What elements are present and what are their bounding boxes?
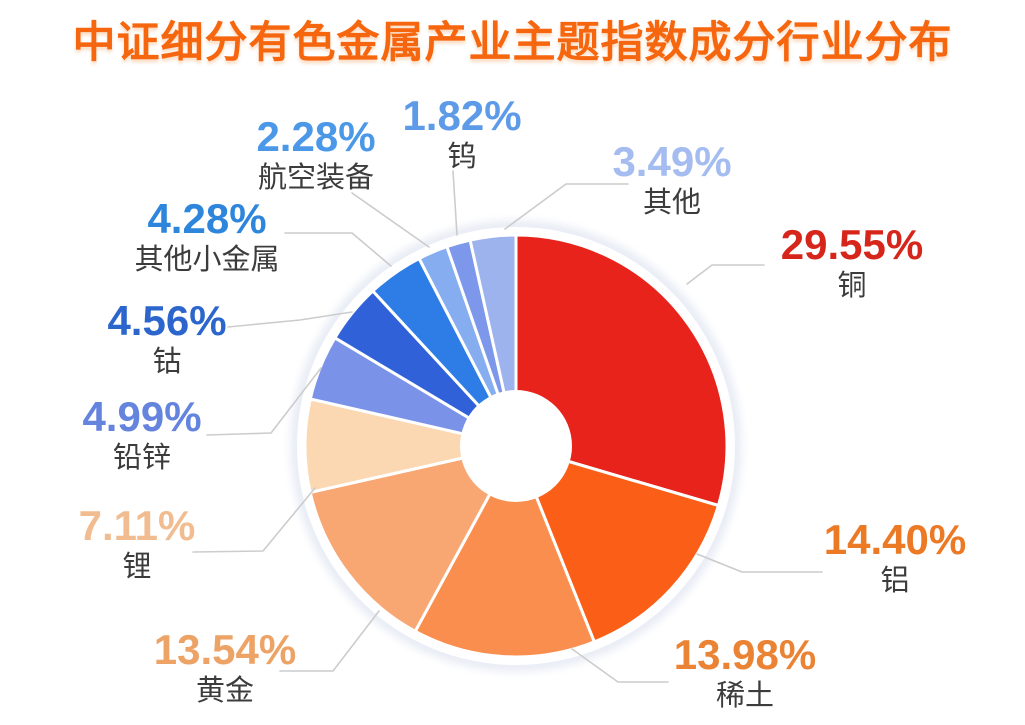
segment-label-lithium: 7.11% 锂 [79,505,196,584]
category-name: 钴 [152,346,182,378]
category-name: 其他小金属 [134,244,280,276]
category-name: 铜 [837,270,867,302]
percent-value: 13.98% [673,631,817,678]
percent-value: 4.28% [147,195,267,242]
callout-line-lead-zinc [206,367,322,436]
callout-line-tungsten [452,170,458,236]
segment-label-others: 3.49% 其他 [612,141,731,220]
category-name: 其他 [642,187,701,219]
callout-line-rare-earth [571,648,669,683]
page-title: 中证细分有色金属产业主题指数成分行业分布 [72,19,953,67]
percent-value: 13.54% [153,626,297,673]
pie-slice-3 [308,444,518,633]
pie-slice-1 [514,444,720,644]
category-name: 航空装备 [257,162,374,194]
segment-label-rare-earth: 13.98% 稀土 [674,634,816,713]
callout-line-lithium [192,487,316,553]
percent-value: 29.55% [780,221,924,268]
category-name: 稀土 [715,680,775,712]
callout-line-gold [279,610,380,672]
percent-value: 7.11% [78,502,196,549]
category-name: 钨 [447,141,477,173]
percent-value: 14.40% [823,516,967,563]
percent-value: 1.82% [402,92,522,139]
segment-label-gold: 13.54% 黄金 [154,629,296,708]
percent-value: 3.49% [612,138,732,185]
callout-line-aerospace [351,192,430,248]
segment-label-aerospace-equipment: 2.28% 航空装备 [256,116,375,195]
category-name: 锂 [122,551,152,583]
segment-label-lead-zinc: 4.99% 铅锌 [82,396,201,475]
segment-label-other-minor-metals: 4.28% 其他小金属 [134,198,279,277]
percent-value: 2.28% [256,113,376,160]
segment-label-aluminum: 14.40% 铝 [824,519,966,598]
callout-line-other-minor-metals [284,232,392,267]
donut-hole [460,390,572,502]
category-name: 铅锌 [112,442,171,474]
percent-value: 4.99% [82,393,202,440]
callout-line-aluminum [696,553,823,573]
percent-value: 4.56% [107,297,227,344]
segment-label-copper: 29.55% 铜 [781,224,923,303]
category-name: 黄金 [195,675,255,707]
callout-line-cobalt [227,311,353,328]
segment-label-cobalt: 4.56% 钴 [107,300,226,379]
segment-label-tungsten: 1.82% 钨 [402,95,521,174]
callout-line-copper [686,264,765,285]
callout-line-others [504,183,629,230]
pie-slices [303,233,729,659]
pie-slice-2 [413,444,596,659]
category-name: 铝 [880,565,910,597]
